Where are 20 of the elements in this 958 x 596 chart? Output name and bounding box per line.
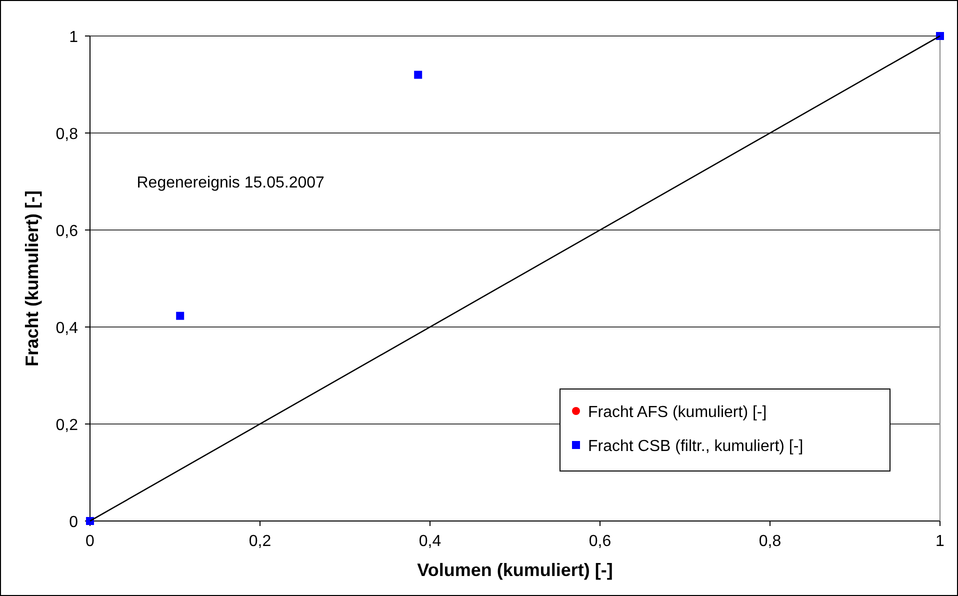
annotation: Regenereignis 15.05.2007 xyxy=(136,174,325,192)
y-tick-label: 0 xyxy=(69,514,78,531)
legend-label: Fracht AFS (kumuliert) [-] xyxy=(588,404,767,421)
legend-label: Fracht CSB (filtr., kumuliert) [-] xyxy=(588,438,804,455)
x-tick-label: 0,2 xyxy=(248,533,272,550)
y-tick-label: 0,8 xyxy=(56,126,78,143)
y-tick-label: 0,4 xyxy=(56,320,78,337)
point xyxy=(936,32,944,40)
x-tick-label: 0 xyxy=(86,533,95,550)
x-tick-label: 0,8 xyxy=(758,533,782,550)
y-tick-label: 0,2 xyxy=(56,417,78,434)
x-axis-title: Volumen (kumuliert) [-] xyxy=(417,560,613,580)
x-tick-label: 0,6 xyxy=(588,533,612,550)
y-tick-label: 1 xyxy=(69,29,78,46)
y-axis-title: Fracht (kumuliert) [-] xyxy=(22,190,42,367)
x-tick-label: 1 xyxy=(936,533,945,550)
point xyxy=(414,70,422,79)
x-tick-label: 0,4 xyxy=(418,533,442,550)
point xyxy=(176,312,184,320)
y-tick-label: 0,6 xyxy=(56,223,78,240)
